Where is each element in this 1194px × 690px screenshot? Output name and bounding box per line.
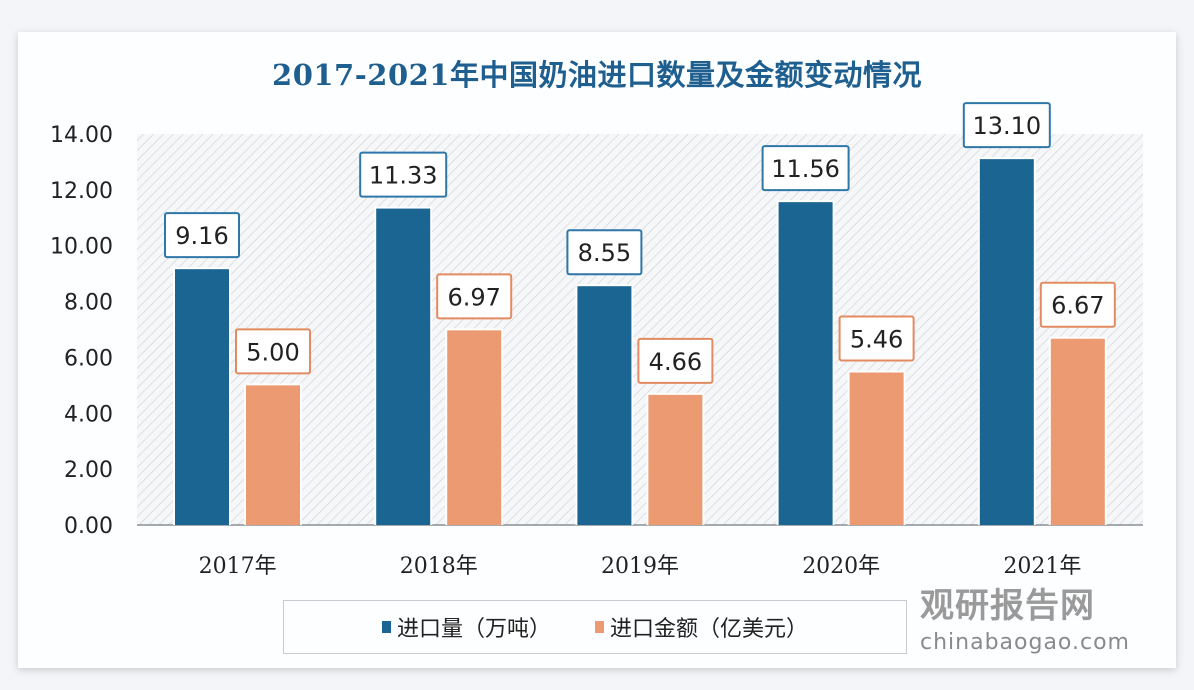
data-label: 5.46 — [850, 326, 903, 354]
legend-swatch-value — [595, 621, 604, 633]
y-tick-label: 10.00 — [50, 235, 113, 260]
legend: 进口量（万吨） 进口金额（亿美元） — [283, 600, 907, 654]
data-label-box — [566, 229, 643, 276]
y-tick-label: 0.00 — [64, 514, 113, 539]
data-label: 4.66 — [649, 348, 702, 376]
data-label: 5.00 — [246, 338, 299, 366]
data-label: 6.97 — [447, 283, 500, 311]
bar-value — [849, 372, 904, 525]
legend-item-volume: 进口量（万吨） — [381, 611, 551, 643]
legend-item-value: 进口金额（亿美元） — [595, 611, 808, 643]
data-label: 6.67 — [1051, 292, 1104, 320]
bar-value — [246, 385, 300, 525]
y-tick-label: 4.00 — [64, 402, 113, 427]
x-tick-label: 2017年 — [199, 554, 277, 579]
legend-label-value: 进口金额（亿美元） — [610, 617, 809, 642]
x-tick-label: 2018年 — [400, 554, 478, 579]
bar-volume — [376, 208, 431, 526]
bar-volume — [577, 286, 632, 525]
bar-value — [648, 394, 703, 525]
data-label-box — [164, 212, 240, 259]
y-tick-label: 12.00 — [50, 179, 113, 204]
data-label: 13.10 — [972, 112, 1041, 140]
legend-swatch-volume — [381, 621, 391, 633]
watermark-en: chinabaogao.com — [920, 630, 1130, 655]
chart-title: 2017-2021年中国奶油进口数量及金额变动情况 — [272, 58, 922, 92]
data-label-box — [359, 151, 448, 198]
data-label: 11.33 — [369, 162, 438, 190]
watermark-logo: 观研报告网 chinabaogao.com — [920, 586, 1160, 666]
data-label-box — [235, 328, 311, 375]
data-label-box — [761, 145, 850, 192]
data-label: 11.56 — [771, 155, 840, 183]
data-label: 8.55 — [578, 239, 631, 267]
data-label: 9.16 — [175, 222, 228, 250]
watermark-cn: 观研报告网 — [920, 586, 1095, 626]
data-label-box — [436, 273, 513, 320]
y-tick-label: 6.00 — [64, 346, 113, 371]
data-label-box — [637, 337, 714, 384]
data-label-box — [1039, 281, 1116, 328]
y-tick-label: 2.00 — [64, 458, 113, 483]
x-tick-label: 2020年 — [802, 554, 880, 579]
bar-volume — [175, 269, 229, 525]
legend-label-volume: 进口量（万吨） — [396, 617, 551, 642]
bar-value — [447, 330, 502, 525]
x-tick-label: 2021年 — [1003, 554, 1081, 579]
data-label-box — [838, 315, 915, 362]
x-tick-label: 2019年 — [601, 554, 679, 579]
bar-value — [1050, 338, 1105, 525]
y-tick-label: 8.00 — [64, 291, 113, 316]
data-label-box — [962, 102, 1051, 149]
bar-volume — [979, 159, 1034, 525]
bar-volume — [778, 202, 833, 525]
y-tick-label: 14.00 — [50, 123, 113, 148]
